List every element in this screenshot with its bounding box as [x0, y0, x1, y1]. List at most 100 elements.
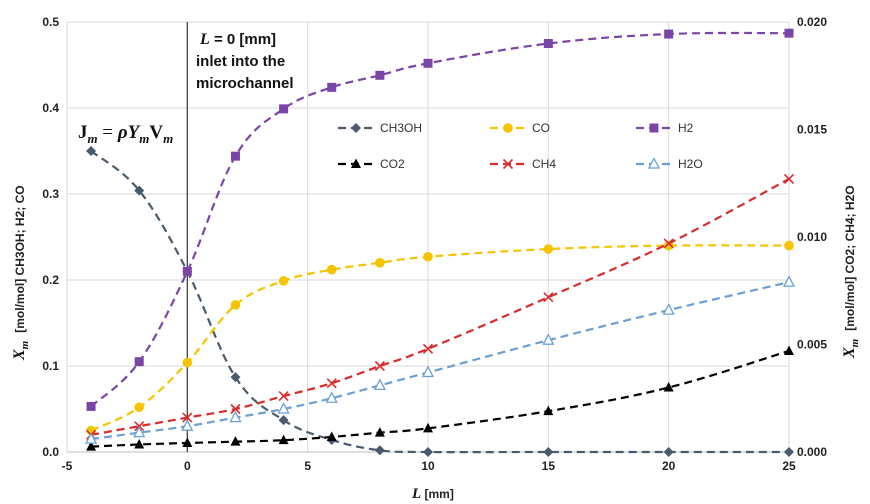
data-point-ch3oh	[663, 447, 674, 457]
data-point-ch3oh	[374, 445, 385, 456]
data-point-ch4	[422, 343, 434, 354]
axis-titles: L [mm] Xm[mol/mol] CH3OH; H2; CO Xm[mol/…	[11, 185, 861, 502]
data-point-co2	[374, 427, 385, 437]
x-tick-label: 0	[184, 459, 191, 473]
x-tick-label: 25	[782, 459, 796, 473]
legend-label: CH3OH	[380, 121, 422, 135]
y-left-tick-label: 0.5	[42, 15, 59, 29]
equation-text: Jm = ρYmVm	[78, 122, 173, 146]
y-left-tick-label: 0.1	[42, 359, 59, 373]
series-line-h2	[90, 31, 790, 408]
data-point-ch4	[182, 412, 193, 423]
data-point-h2	[784, 28, 794, 38]
data-point-h2	[279, 104, 289, 114]
inlet-annotation: L = 0 [mm] inlet into the microchannel	[196, 31, 294, 92]
series-ch3oh	[86, 146, 794, 457]
y-right-tick-label: 0.005	[797, 338, 827, 352]
data-point-co2	[230, 436, 241, 446]
data-point-ch3oh	[423, 447, 433, 457]
y-left-tick-label: 0.0	[42, 445, 59, 459]
legend-swatch-marker	[351, 158, 361, 168]
y-left-tick-label: 0.4	[42, 101, 59, 115]
data-point-h2o	[84, 432, 98, 444]
annotation-line-3: microchannel	[196, 75, 294, 92]
series-line-ch4	[90, 177, 790, 436]
data-point-h2o	[421, 365, 435, 378]
data-point-h2o	[133, 425, 146, 438]
series-ch4	[86, 173, 795, 440]
series-line-co	[90, 244, 790, 432]
data-point-h2	[86, 401, 96, 411]
legend-item-ch3oh: CH3OH	[338, 121, 422, 135]
data-point-co	[278, 276, 289, 286]
data-point-h2	[134, 357, 144, 367]
data-point-ch4	[278, 391, 289, 402]
legend-swatch-marker	[647, 157, 661, 169]
legend-item-co2: CO2	[338, 157, 405, 171]
y-left-tick-label: 0.3	[42, 187, 59, 201]
data-point-h2o	[229, 410, 242, 423]
legend-swatch-marker	[351, 123, 361, 133]
data-point-ch3oh	[230, 372, 241, 383]
data-point-ch4	[543, 292, 554, 303]
series-line-co2	[91, 349, 790, 448]
data-point-h2o	[373, 378, 386, 391]
axes: 0.0 0.1 0.2 0.3 0.4 0.5 0.000 0.005 0.010 0.015 0.…	[42, 15, 827, 473]
data-point-co2	[784, 345, 794, 355]
data-point-ch3oh	[278, 415, 289, 426]
x-tick-label: 15	[542, 459, 556, 473]
data-point-ch4	[230, 403, 241, 415]
x-tick-label: 20	[662, 459, 676, 473]
data-point-co2	[134, 438, 145, 449]
data-point-h2o	[782, 275, 796, 287]
series-h2	[86, 28, 794, 411]
data-point-ch4	[783, 173, 795, 185]
data-point-co2	[663, 382, 674, 392]
legend-label: H2	[678, 121, 694, 135]
data-point-h2o	[181, 419, 194, 431]
legend: CH3OH CO H2 CO2 CH4 H2O	[338, 121, 703, 171]
data-point-co	[134, 402, 144, 413]
data-point-h2o	[542, 333, 555, 345]
legend-label: CO2	[380, 157, 405, 171]
x-tick-label: -5	[62, 459, 73, 473]
legend-label: CH4	[532, 157, 556, 171]
data-point-co2	[86, 441, 97, 451]
y-right-tick-label: 0.000	[797, 445, 827, 459]
data-point-h2	[423, 58, 433, 68]
series-co	[86, 240, 794, 436]
flux-equation: Jm = ρYmVm	[78, 122, 173, 146]
data-point-co2	[278, 434, 289, 445]
data-point-co2	[423, 422, 433, 433]
data-point-co	[230, 300, 241, 310]
series-co2	[86, 345, 794, 451]
data-point-h2	[230, 151, 240, 161]
data-point-ch4	[374, 360, 385, 372]
data-point-ch3oh	[86, 146, 97, 156]
x-tick-label: 5	[304, 459, 311, 473]
legend-swatch-marker	[649, 123, 659, 133]
legend-item-ch4: CH4	[490, 157, 556, 171]
legend-item-co: CO	[490, 121, 550, 135]
legend-swatch-marker	[502, 158, 514, 170]
legend-label: CO	[532, 121, 550, 135]
y-right-tick-label: 0.010	[797, 230, 827, 244]
data-point-co	[543, 244, 554, 254]
data-point-co	[326, 264, 337, 275]
data-point-h2	[182, 266, 192, 276]
legend-item-h2o: H2O	[636, 157, 703, 171]
data-point-h2o	[662, 303, 675, 315]
data-point-ch3oh	[134, 185, 145, 196]
y-right-tick-label: 0.020	[797, 15, 827, 29]
y-right-tick-label: 0.015	[797, 123, 827, 137]
y-left-axis-title: Xm[mol/mol] CH3OH; H2; CO	[11, 185, 31, 361]
data-point-ch4	[663, 238, 674, 249]
series-h2o	[84, 275, 796, 444]
data-point-h2o	[325, 391, 338, 403]
y-left-tick-label: 0.2	[42, 273, 59, 287]
legend-item-h2: H2	[636, 121, 694, 135]
data-point-co	[375, 258, 385, 268]
series-line-ch3oh	[90, 150, 789, 454]
data-point-ch3oh	[784, 447, 794, 457]
